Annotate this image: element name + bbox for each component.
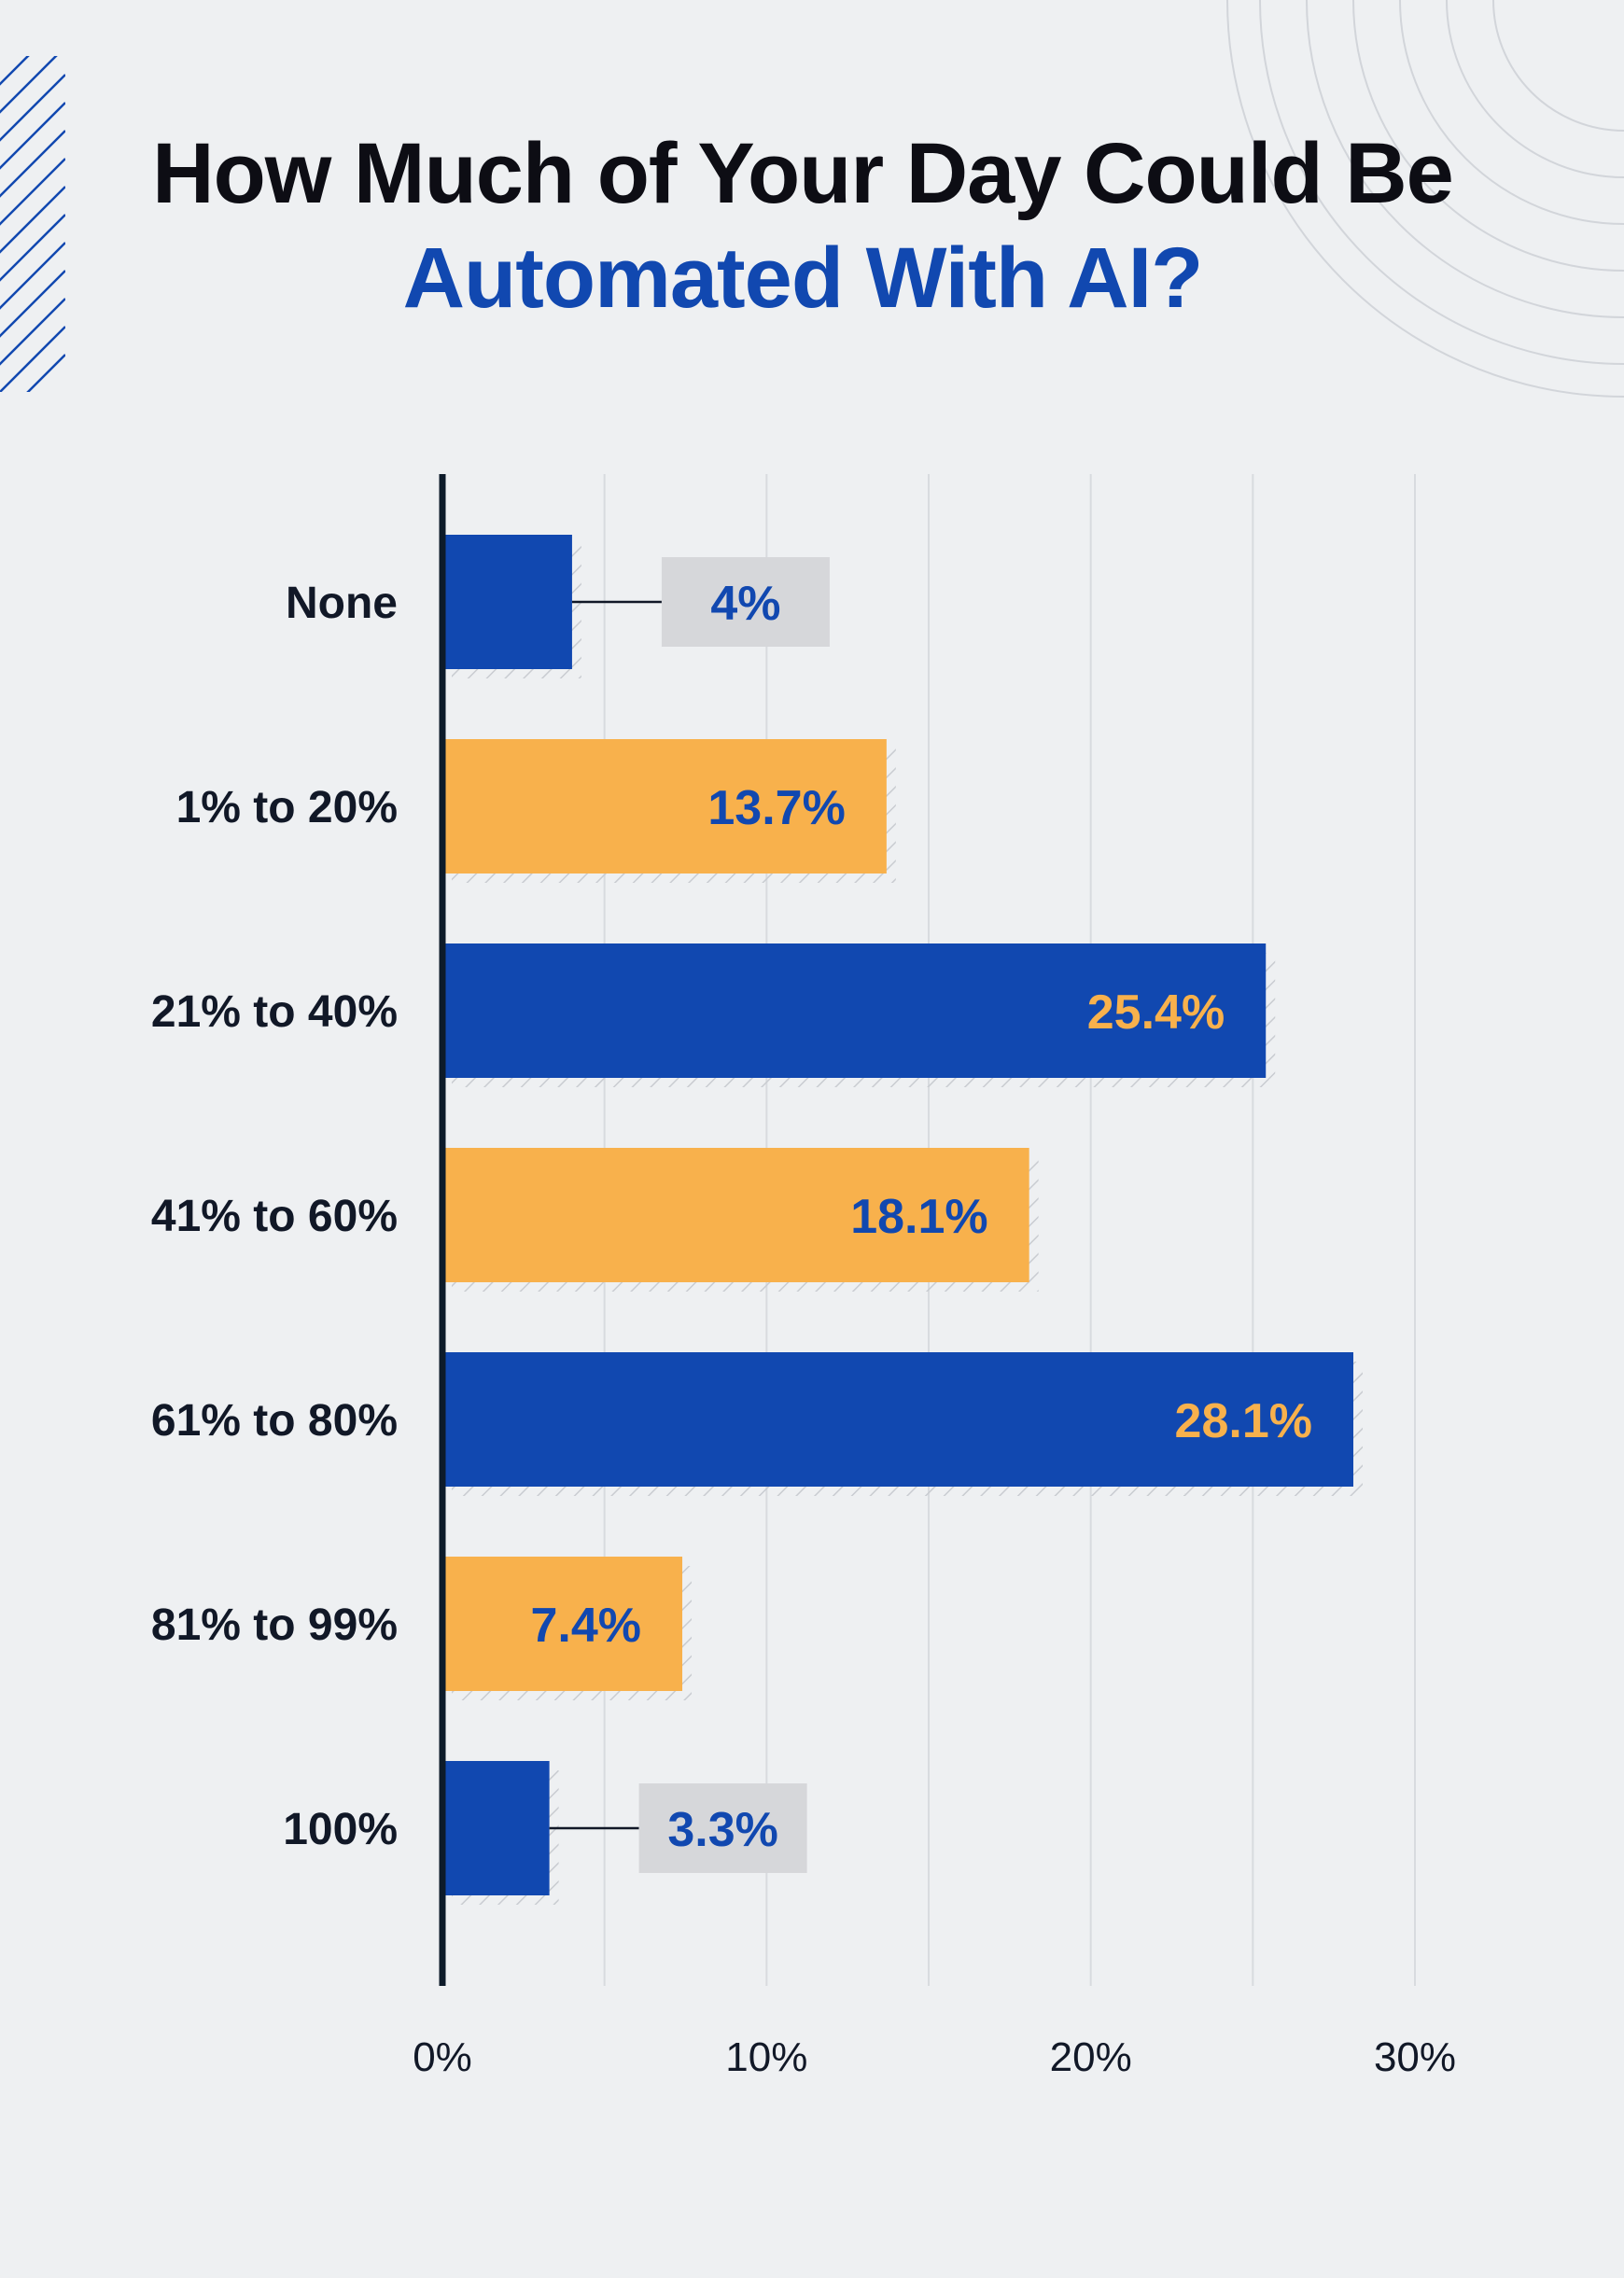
bars-group (442, 535, 1364, 1905)
labels-group: None 4% 1% to 20% 13.7% 21% to 40% 25.4% 41% t… (151, 557, 1312, 1873)
value-label: 18.1% (850, 1190, 987, 1244)
callout-box (638, 1783, 807, 1873)
x-axis-ticks: 0% 10% 20% 30% (413, 2034, 1456, 2080)
x-tick-label: 0% (413, 2034, 472, 2080)
value-label: 3.3% (667, 1803, 778, 1857)
value-label: 4% (710, 577, 780, 631)
bar (442, 1557, 683, 1691)
chart-title-line-2: Automated With AI? (402, 231, 1204, 326)
bar (442, 1352, 1354, 1487)
category-label: 100% (283, 1805, 398, 1854)
bar (442, 535, 572, 669)
chart-title: How Much of Your Day Could Be Automated … (0, 121, 1605, 330)
bar (442, 739, 887, 873)
value-label: 25.4% (1087, 985, 1225, 1040)
category-label: 81% to 99% (151, 1600, 398, 1650)
category-label: 1% to 20% (176, 783, 398, 832)
bar (442, 1148, 1029, 1282)
callout-box (661, 557, 830, 647)
bar (442, 1761, 550, 1895)
value-label: 28.1% (1175, 1394, 1312, 1448)
diagonal-stripes-decoration (0, 56, 65, 392)
category-label: 41% to 60% (151, 1192, 398, 1241)
category-label: 61% to 80% (151, 1396, 398, 1446)
x-tick-label: 10% (725, 2034, 807, 2080)
category-label: 21% to 40% (151, 987, 398, 1037)
bar (442, 943, 1267, 1078)
chart-title-line-1: How Much of Your Day Could Be (152, 126, 1454, 221)
value-label: 13.7% (707, 781, 845, 835)
x-tick-label: 30% (1374, 2034, 1456, 2080)
value-label: 7.4% (530, 1599, 641, 1653)
category-label: None (286, 579, 398, 628)
x-tick-label: 20% (1050, 2034, 1132, 2080)
